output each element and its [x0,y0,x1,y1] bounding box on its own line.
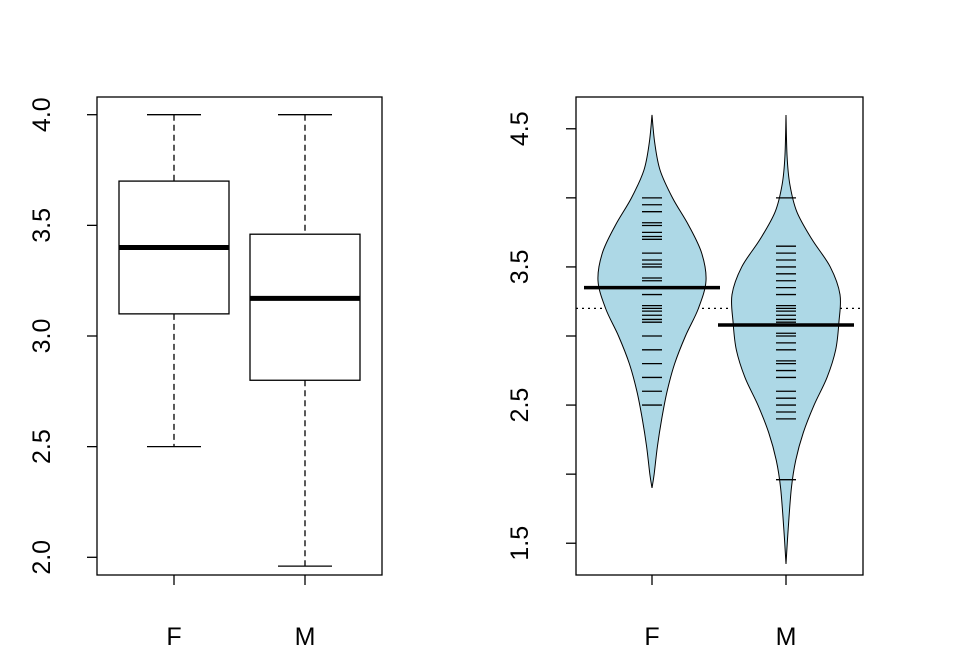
y-tick-label: 2.5 [506,388,534,423]
y-tick-label: 1.5 [506,526,534,561]
y-tick-label: 2.0 [28,540,56,575]
y-tick-label: 3.5 [28,208,56,243]
box-M [249,233,361,381]
x-tick-label: M [295,623,316,651]
beanplot-panel: 1.5 2.5 3.5 4.5 F M [506,96,864,651]
x-tick-label: M [776,623,797,651]
y-tick-label: 3.5 [506,250,534,285]
y-tick-label: 3.0 [28,319,56,354]
bean-M [730,114,842,564]
boxplot-panel: 2.0 2.5 3.0 3.5 4.0 F M [28,96,383,651]
x-tick-label: F [644,623,659,651]
y-tick-label: 2.5 [28,429,56,464]
y-tick-label: 4.0 [28,97,56,132]
x-tick-label: F [166,623,181,651]
y-tick-label: 4.5 [506,111,534,146]
bean-F [597,114,707,489]
